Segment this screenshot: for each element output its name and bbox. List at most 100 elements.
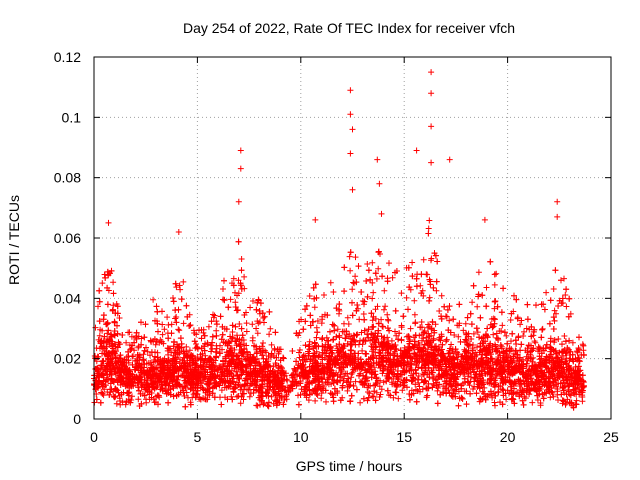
- data-point: [381, 306, 387, 313]
- data-point: [492, 402, 498, 409]
- data-point: [165, 335, 172, 342]
- data-point: [378, 316, 385, 323]
- data-point: [253, 306, 260, 313]
- data-point: [159, 331, 166, 338]
- data-point: [392, 307, 399, 314]
- data-point: [122, 401, 129, 408]
- data-point: [238, 256, 245, 262]
- data-point: [191, 338, 198, 345]
- data-point: [411, 297, 418, 304]
- data-point: [349, 299, 355, 306]
- data-point: [555, 303, 562, 309]
- data-point: [272, 329, 279, 336]
- data-point: [265, 353, 272, 359]
- data-point: [474, 303, 481, 310]
- data-point: [228, 393, 235, 400]
- data-point: [466, 382, 473, 389]
- data-point: [272, 360, 279, 367]
- data-point: [455, 333, 462, 340]
- data-point: [551, 307, 558, 314]
- data-point: [450, 316, 457, 323]
- data-point: [490, 331, 497, 338]
- data-point: [227, 296, 234, 303]
- data-point: [314, 318, 321, 324]
- data-point: [534, 397, 541, 403]
- data-point: [532, 339, 539, 346]
- data-point: [483, 303, 490, 310]
- data-point: [477, 314, 484, 321]
- data-point: [170, 295, 176, 301]
- data-point: [330, 289, 337, 295]
- data-point: [412, 319, 419, 326]
- data-point: [305, 343, 312, 350]
- data-point: [117, 398, 123, 404]
- data-point: [230, 275, 237, 282]
- data-point: [533, 302, 539, 309]
- data-point: [475, 269, 482, 276]
- data-point: [446, 317, 453, 324]
- data-point: [384, 311, 391, 318]
- data-point: [550, 393, 557, 400]
- data-point: [469, 299, 476, 306]
- data-point: [164, 314, 171, 321]
- data-point: [180, 278, 187, 285]
- data-point: [178, 296, 185, 303]
- data-point: [483, 284, 490, 291]
- data-point: [559, 397, 566, 404]
- data-point: [547, 297, 554, 304]
- data-point: [551, 317, 558, 324]
- data-point: [119, 399, 126, 406]
- data-point: [406, 284, 413, 291]
- data-point: [217, 394, 223, 401]
- data-point: [155, 328, 161, 335]
- data-point: [232, 323, 239, 330]
- data-point: [116, 315, 123, 321]
- data-point: [104, 301, 111, 308]
- data-point: [529, 399, 536, 406]
- data-point: [425, 321, 432, 328]
- data-point: [243, 328, 250, 335]
- data-point: [465, 373, 471, 380]
- data-point: [329, 391, 336, 398]
- data-point: [517, 321, 524, 328]
- data-point: [254, 330, 261, 337]
- data-point: [369, 393, 376, 400]
- data-point: [150, 296, 157, 303]
- data-point: [348, 374, 355, 381]
- data-point: [237, 400, 244, 407]
- data-point: [176, 327, 183, 334]
- data-point: [539, 325, 546, 332]
- data-point: [129, 393, 135, 400]
- data-point: [344, 314, 351, 321]
- data-point: [489, 394, 496, 401]
- data-point: [418, 319, 425, 325]
- data-point: [523, 325, 530, 332]
- data-point: [336, 306, 342, 313]
- data-point: [104, 330, 111, 337]
- data-point: [550, 286, 557, 292]
- data-point: [306, 293, 313, 299]
- data-point: [186, 347, 193, 354]
- data-point: [474, 344, 480, 351]
- data-point: [267, 325, 274, 332]
- data-point: [398, 290, 405, 297]
- data-point: [266, 331, 273, 338]
- data-point: [358, 289, 365, 295]
- data-point: [563, 303, 570, 310]
- data-point: [325, 337, 332, 344]
- data-point: [229, 322, 236, 329]
- data-point: [464, 314, 471, 321]
- data-point: [419, 337, 425, 344]
- data-point: [407, 286, 414, 293]
- data-point: [113, 400, 120, 407]
- data-point: [318, 390, 325, 397]
- data-point: [306, 338, 313, 345]
- data-point: [426, 294, 433, 301]
- data-point: [546, 320, 553, 327]
- data-point: [360, 311, 367, 317]
- data-point: [312, 397, 319, 404]
- data-point: [241, 273, 248, 280]
- data-point: [165, 399, 172, 406]
- data-point: [173, 284, 180, 291]
